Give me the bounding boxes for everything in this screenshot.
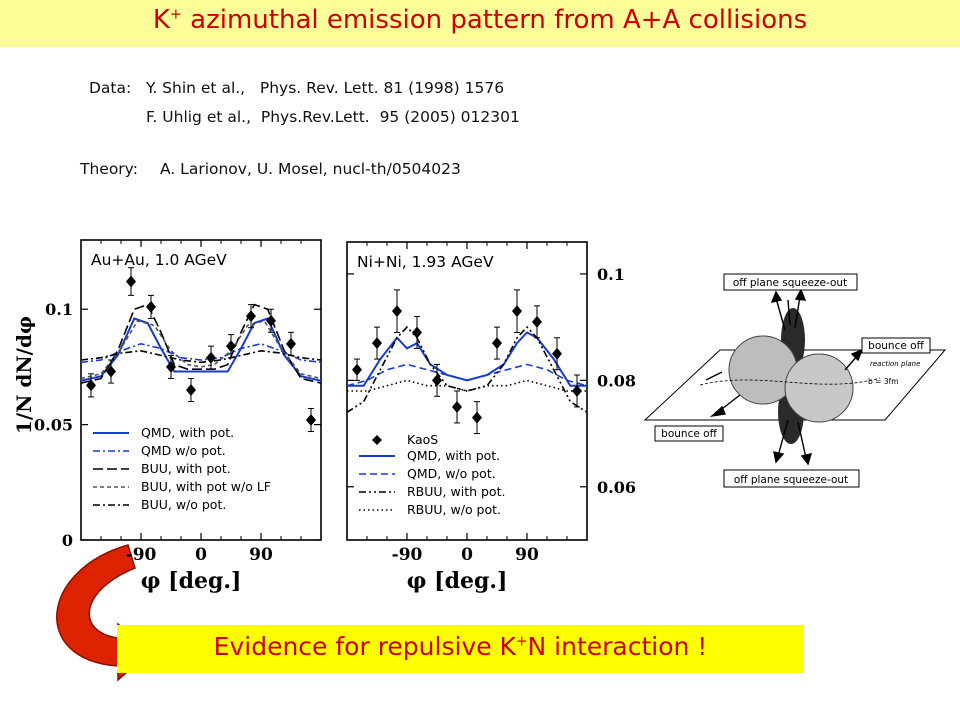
plot-area xyxy=(81,267,321,433)
legend-label: QMD w/o pot. xyxy=(141,443,226,458)
series-line xyxy=(347,363,587,387)
panel-nini: -90 0 90 0.06 0.08 0.1 Ni+Ni, 1.93 AGeV φ [deg.… xyxy=(346,241,636,594)
data-point xyxy=(106,365,116,378)
legend-label: RBUU, with pot. xyxy=(407,484,505,499)
bounce-off-label-right: bounce off xyxy=(868,340,924,352)
y-tick-label: 0.06 xyxy=(597,478,636,497)
legend-label: BUU, w/o pot. xyxy=(141,497,226,512)
series-line xyxy=(81,317,321,382)
page-title: K+ azimuthal emission pattern from A+A c… xyxy=(0,5,960,35)
y-axis-label: 1/N dN/dφ xyxy=(12,316,36,434)
emission-arrows xyxy=(705,288,864,466)
x-tick-label: -90 xyxy=(126,545,157,565)
data-point xyxy=(472,411,482,424)
bounce-off-label-left: bounce off xyxy=(661,428,717,440)
panel-title: Ni+Ni, 1.93 AGeV xyxy=(357,253,494,271)
reaction-plane-curve xyxy=(699,377,881,386)
x-tick-label: 90 xyxy=(515,545,539,565)
theory-label: Theory: xyxy=(80,160,138,178)
data-point xyxy=(512,305,522,318)
data-reference-2: F. Uhlig et al., Phys.Rev.Lett. 95 (2005… xyxy=(146,108,520,126)
legend-label: BUU, with pot. xyxy=(141,461,231,476)
panel-auau: -90 0 90 0 0.05 0.1 Au+Au, 1.0 AGeV φ [deg.] 1/N… xyxy=(12,239,322,594)
x-tick-label: 0 xyxy=(195,545,207,565)
data-point xyxy=(186,384,196,396)
squeeze-out-label-box-bottom xyxy=(723,469,860,488)
legend-label: QMD, w/o pot. xyxy=(407,466,496,481)
data-point xyxy=(166,360,176,373)
series-line xyxy=(81,349,321,364)
series-line xyxy=(81,342,321,364)
legend-label: KaoS xyxy=(407,432,438,447)
data-point xyxy=(286,337,296,350)
x-axis-label: φ [deg.] xyxy=(407,568,508,594)
conclusion-post: N interaction ! xyxy=(527,632,708,661)
data-point xyxy=(306,414,316,426)
data-point xyxy=(552,347,562,360)
data-label: Data: xyxy=(89,79,132,97)
x-tick-label: 90 xyxy=(249,545,273,565)
data-point xyxy=(572,385,582,397)
y-tick-label: 0 xyxy=(62,531,73,550)
squeeze-out-label-top: off plane squeeze-out xyxy=(733,277,847,289)
squeeze-out-label-box-top xyxy=(723,273,858,291)
conclusion-bar xyxy=(117,625,804,673)
reaction-plane-label: reaction plane xyxy=(870,360,920,368)
plot-frame xyxy=(80,239,322,541)
y-tick-label: 0.08 xyxy=(597,371,636,390)
x-tick-label: -90 xyxy=(392,545,423,565)
legend-label: BUU, with pot w/o LF xyxy=(141,479,271,494)
y-tick-label: 0.1 xyxy=(45,300,73,319)
y-tick-label: 0.05 xyxy=(34,416,73,435)
data-point xyxy=(372,337,382,350)
data-point xyxy=(126,275,136,288)
data-point xyxy=(492,337,502,350)
legend-label: QMD, with pot. xyxy=(141,425,234,440)
data-reference-1: Y. Shin et al., Phys. Rev. Lett. 81 (199… xyxy=(146,79,505,97)
conclusion-pre: Evidence for repulsive K xyxy=(213,632,516,661)
series-line xyxy=(81,319,321,380)
data-point xyxy=(246,310,256,323)
title-bar xyxy=(0,0,960,47)
impact-parameter-label: b = 3fm xyxy=(868,377,899,386)
title-rest: azimuthal emission pattern from A+A coll… xyxy=(181,5,808,35)
series-line xyxy=(347,379,587,392)
legend-label: RBUU, w/o pot. xyxy=(407,502,501,517)
data-point xyxy=(352,363,362,376)
conclusion-superscript: + xyxy=(515,633,528,650)
theory-reference: A. Larionov, U. Mosel, nucl-th/0504023 xyxy=(160,160,461,178)
emission-schematic: off plane squeeze-out bounce off reactio… xyxy=(643,273,947,488)
data-point xyxy=(432,374,442,387)
panel-title: Au+Au, 1.0 AGeV xyxy=(91,251,227,269)
data-point xyxy=(146,300,156,313)
title-main: K xyxy=(152,5,170,35)
data-point xyxy=(226,340,236,353)
x-axis-label: φ [deg.] xyxy=(141,568,242,594)
plot-area xyxy=(347,289,587,435)
data-point xyxy=(392,305,402,318)
x-tick-label: 0 xyxy=(461,545,473,565)
data-point xyxy=(452,400,462,413)
data-point xyxy=(206,351,216,364)
data-point xyxy=(86,379,96,392)
bounce-off-label-box-right xyxy=(861,337,931,354)
legend-marker xyxy=(372,435,382,445)
y-tick-label: 0.1 xyxy=(597,265,625,284)
conclusion-text: Evidence for repulsive K+N interaction ! xyxy=(117,632,804,661)
squeeze-out-label-bottom: off plane squeeze-out xyxy=(734,474,848,486)
title-superscript: + xyxy=(169,6,182,23)
data-point xyxy=(266,314,276,327)
data-point xyxy=(532,315,542,328)
nucleus-right xyxy=(784,353,854,423)
legend-label: QMD, with pot. xyxy=(407,448,500,463)
bounce-off-label-box-left xyxy=(654,425,724,442)
data-point xyxy=(412,326,422,339)
